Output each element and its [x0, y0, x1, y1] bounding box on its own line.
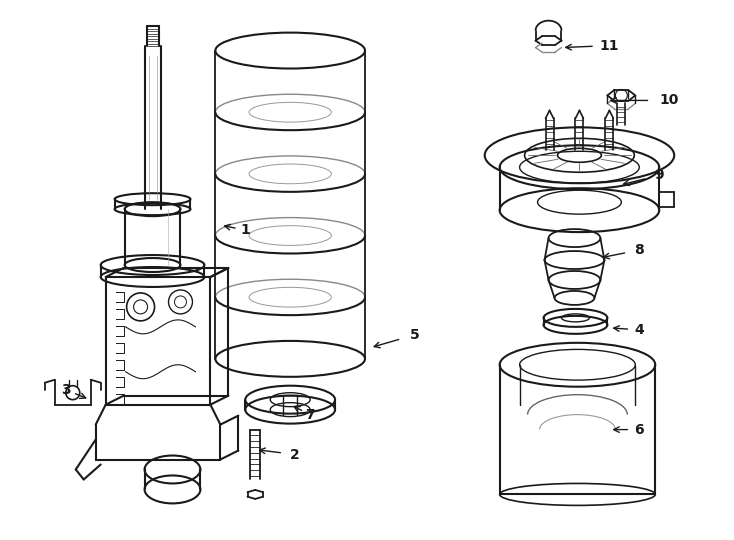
Text: 8: 8	[634, 243, 644, 257]
Text: 9: 9	[655, 168, 664, 182]
Text: 4: 4	[634, 323, 644, 337]
Text: 1: 1	[241, 223, 250, 237]
Text: 10: 10	[660, 93, 679, 107]
Text: 2: 2	[291, 448, 300, 462]
Text: 7: 7	[305, 408, 315, 422]
Text: 3: 3	[61, 383, 70, 397]
Text: 11: 11	[600, 38, 619, 52]
Text: 5: 5	[410, 328, 420, 342]
Text: 6: 6	[634, 423, 644, 436]
